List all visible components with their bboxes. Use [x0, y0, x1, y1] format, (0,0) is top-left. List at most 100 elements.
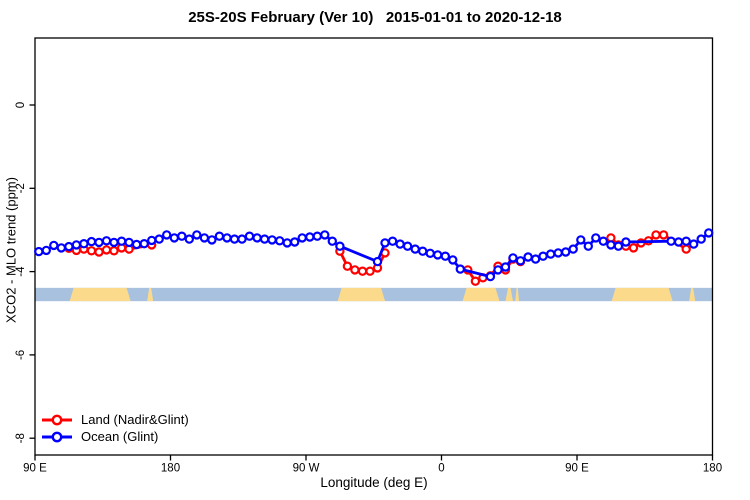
- chart-title: 25S-20S February (Ver 10) 2015-01-01 to …: [188, 9, 562, 26]
- ocean-data-point: [109, 237, 119, 248]
- ocean-data-point: [305, 232, 315, 242]
- ocean-data-point: [244, 231, 255, 241]
- ocean-data-point: [34, 246, 44, 257]
- ocean-data-point: [455, 264, 465, 274]
- ocean-data-point: [282, 238, 292, 248]
- ocean-data-point: [546, 249, 556, 259]
- ocean-data-point: [101, 236, 112, 246]
- ocean-data-point: [500, 262, 511, 272]
- x-tick-label: 180: [703, 463, 722, 475]
- ocean-data-point: [131, 239, 142, 250]
- x-tick-label: 180: [161, 463, 180, 475]
- x-tick-label: 90 E: [23, 463, 47, 475]
- ocean-data-point: [696, 234, 706, 244]
- ocean-data-point: [222, 233, 232, 243]
- ocean-data-point: [41, 245, 52, 256]
- ocean-data-point: [56, 243, 67, 253]
- ocean-data-point: [395, 239, 405, 249]
- land-data-point: [357, 266, 368, 276]
- ocean-data-point: [86, 236, 97, 247]
- land-data-point: [470, 276, 481, 286]
- ocean-data-point: [673, 237, 684, 247]
- land-band-segment: [147, 287, 154, 302]
- ocean-data-point: [387, 236, 398, 246]
- land-band-segment: [689, 287, 696, 302]
- legend-label-ocean: Ocean (Glint): [81, 429, 159, 444]
- ocean-data-point: [320, 230, 330, 240]
- y-tick-label: -2: [15, 183, 27, 193]
- land-band-segment: [69, 287, 131, 302]
- ocean-data-point: [402, 241, 413, 251]
- ocean-data-point: [154, 234, 164, 244]
- ocean-data-point: [568, 244, 578, 254]
- ocean-data-point: [327, 236, 337, 246]
- ocean-data-point: [380, 238, 390, 248]
- ocean-data-point: [410, 244, 420, 254]
- x-tick-label: 90 E: [565, 463, 589, 475]
- legend-item-land: Land (Nadir&Glint): [40, 411, 189, 428]
- land-data-point: [658, 230, 669, 240]
- land-data-point: [350, 265, 360, 275]
- ocean-data-point: [169, 233, 179, 243]
- ocean-data-point: [177, 231, 187, 241]
- ocean-data-point: [161, 230, 172, 240]
- land-data-point: [365, 266, 375, 276]
- ocean-data-point: [312, 231, 322, 241]
- ocean-data-point: [606, 240, 616, 250]
- legend: Land (Nadir&Glint) Ocean (Glint): [40, 411, 189, 445]
- land-series-swatch-icon: [42, 414, 72, 425]
- x-axis-label: Longitude (deg E): [320, 475, 428, 490]
- ocean-data-point: [440, 251, 450, 261]
- ocean-data-point: [689, 239, 699, 249]
- land-band-segment: [462, 287, 500, 302]
- x-tick-label: 90 W: [293, 463, 320, 475]
- ocean-series-swatch-icon: [42, 431, 72, 442]
- ocean-data-point: [199, 233, 210, 243]
- ocean-data-point: [71, 240, 82, 250]
- ocean-data-point: [493, 265, 503, 275]
- y-tick-label: -8: [15, 433, 27, 443]
- land-data-point: [681, 244, 691, 254]
- x-tick-label: 0: [438, 463, 444, 475]
- ocean-data-point: [418, 246, 428, 256]
- ocean-data-point: [704, 228, 714, 238]
- y-tick-label: -6: [15, 350, 27, 360]
- ocean-data-point: [207, 235, 217, 245]
- ocean-data-point: [433, 250, 443, 260]
- ocean-data-point: [124, 237, 134, 248]
- ocean-data-point: [485, 271, 496, 282]
- ocean-data-point: [681, 236, 691, 246]
- ocean-data-point: [666, 236, 676, 246]
- ocean-data-point: [583, 241, 594, 251]
- ocean-data-point: [192, 230, 202, 240]
- ocean-data-point: [538, 251, 548, 261]
- ocean-data-point: [372, 256, 383, 267]
- ocean-data-point: [116, 236, 127, 246]
- legend-label-land: Land (Nadir&Glint): [81, 412, 189, 427]
- ocean-data-point: [297, 233, 307, 243]
- ocean-data-point: [49, 240, 59, 251]
- ocean-data-point: [290, 237, 300, 247]
- land-data-point: [651, 230, 661, 240]
- ocean-data-point: [508, 253, 518, 263]
- ocean-data-point: [561, 247, 571, 257]
- ocean-data-point: [259, 234, 270, 244]
- ocean-data-point: [252, 233, 262, 243]
- land-data-point: [109, 246, 119, 256]
- plot-border: [34, 37, 714, 456]
- land-band-segment: [611, 287, 673, 302]
- land-data-point: [86, 246, 97, 256]
- ocean-data-point: [598, 236, 609, 246]
- land-band-segment: [515, 287, 520, 302]
- ocean-data-point: [425, 248, 435, 258]
- y-tick-label: 0: [15, 102, 27, 108]
- y-tick-label: -4: [15, 266, 27, 277]
- land-data-point: [94, 247, 104, 257]
- ocean-data-point: [523, 252, 533, 262]
- ocean-data-point: [237, 234, 247, 244]
- ocean-data-point: [613, 241, 624, 251]
- land-data-point: [101, 245, 112, 255]
- ocean-data-point: [448, 255, 458, 265]
